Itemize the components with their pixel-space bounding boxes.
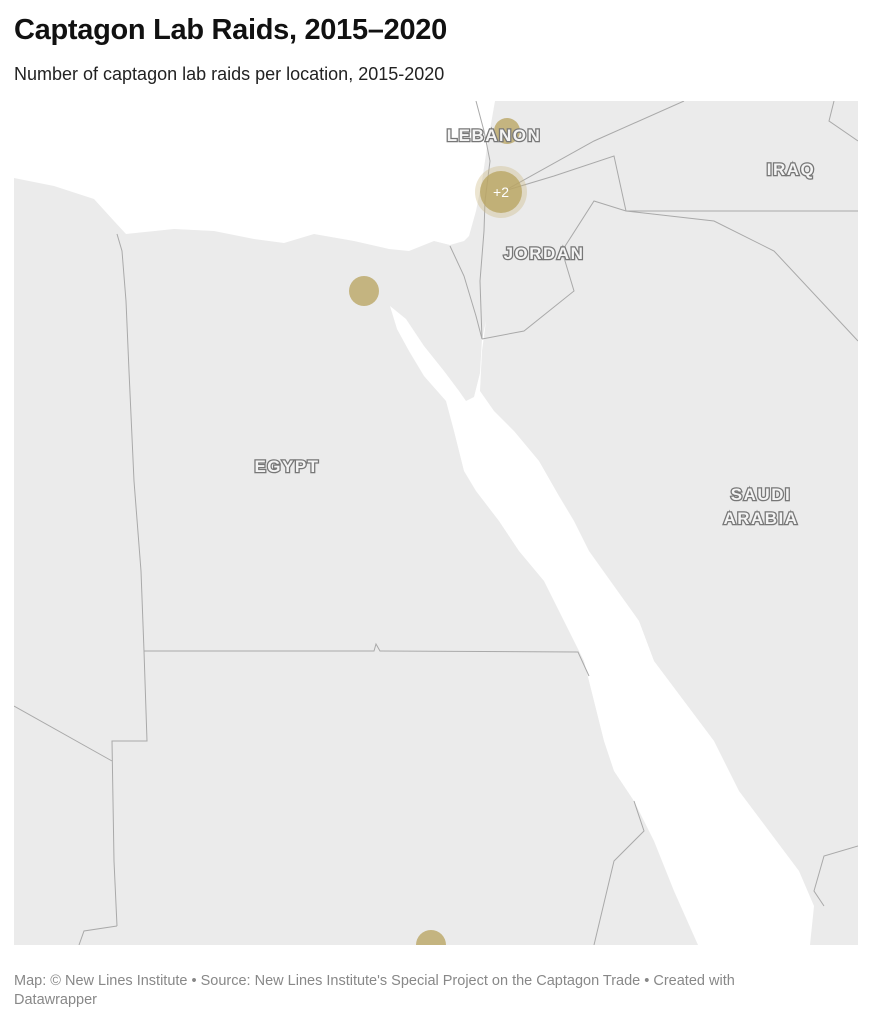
mediterranean-sea	[14, 101, 495, 251]
cluster-marker-count: +2	[493, 184, 509, 200]
map[interactable]: +2 LEBANON JORDAN IRAQ EGYPT SAUDI ARABI…	[14, 101, 858, 945]
label-lebanon: LEBANON	[447, 126, 542, 145]
lebanon-marker[interactable]	[494, 118, 520, 144]
chart-subtitle: Number of captagon lab raids per locatio…	[14, 64, 445, 84]
border-jordan-iraq-syria	[503, 101, 685, 212]
border-yemen	[813, 845, 858, 907]
chart-title: Captagon Lab Raids, 2015–2020	[14, 14, 447, 46]
border-egypt-libya	[111, 233, 148, 927]
border-jordan-saudi	[481, 200, 858, 342]
border-iraq-iran	[828, 101, 858, 142]
sudan-marker[interactable]	[416, 930, 446, 945]
footer-credits: Map: © New Lines Institute • Source: New…	[14, 973, 735, 1008]
border-sudan-south	[78, 925, 118, 945]
label-arabia: ARABIA	[723, 509, 798, 528]
red-sea	[390, 306, 814, 945]
border-egypt-sudan	[144, 642, 590, 677]
cairo-marker[interactable]	[349, 276, 379, 306]
label-jordan: JORDAN	[504, 244, 585, 263]
label-egypt: EGYPT	[254, 457, 319, 476]
label-iraq: IRAQ	[767, 160, 816, 179]
cluster-marker[interactable]	[480, 171, 522, 213]
label-saudi: SAUDI	[731, 485, 791, 504]
border-sudan-eritrea	[593, 800, 645, 945]
border-egypt-israel	[449, 245, 483, 340]
border-libya-chad	[14, 705, 113, 762]
